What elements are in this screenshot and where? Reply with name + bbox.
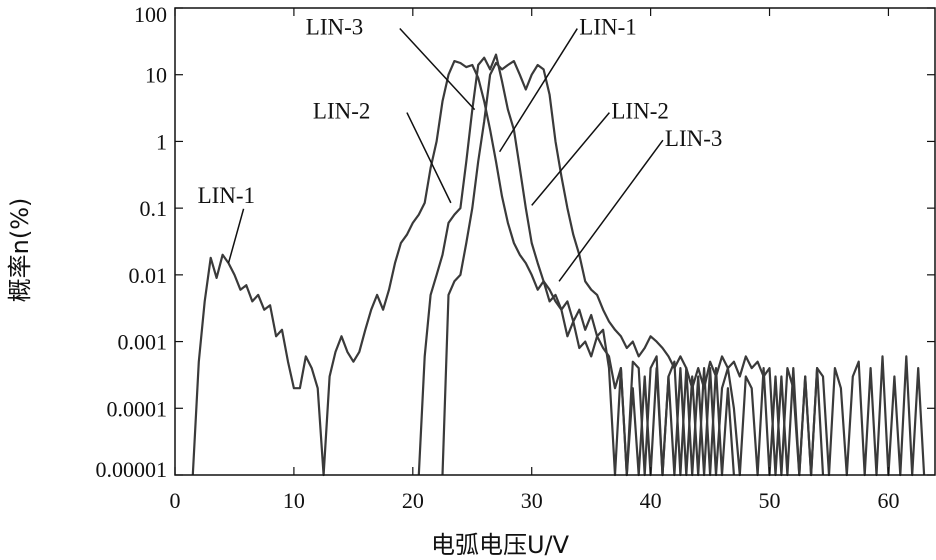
y-tick-label: 0.001 (118, 330, 168, 355)
series-line-lin-3 (441, 59, 926, 477)
y-axis-title: 概率n(%) (6, 198, 34, 303)
annotation-label-lin-2: LIN-2 (611, 99, 668, 124)
y-tick-label: 0.0001 (107, 396, 168, 421)
annotation-label-lin-2: LIN-2 (313, 99, 370, 124)
series-line-lin-1 (191, 59, 735, 477)
series-line-lin-2 (417, 53, 825, 477)
annotation-leader-line (227, 208, 245, 264)
plot-frame (174, 7, 936, 476)
x-tick-label: 0 (170, 488, 181, 513)
y-tick-label: 0.00001 (96, 457, 168, 482)
annotation-label-lin-3: LIN-3 (306, 15, 363, 40)
y-tick-label: 1 (156, 129, 167, 154)
annotation-leader-line (406, 112, 452, 204)
x-tick-label: 50 (759, 488, 781, 513)
x-tick-label: 20 (402, 488, 424, 513)
x-tick-label: 60 (877, 488, 899, 513)
annotation-leader-line (558, 139, 664, 282)
annotation-label-lin-1: LIN-1 (198, 183, 255, 208)
annotation-label-lin-3: LIN-3 (665, 126, 722, 151)
series-layer (191, 53, 926, 477)
x-tick-label: 30 (521, 488, 543, 513)
x-tick-label: 40 (640, 488, 662, 513)
annotation-leader-line (399, 28, 476, 111)
y-tick-label: 100 (134, 2, 167, 27)
x-axis-title: 电弧电压U/V (431, 531, 570, 559)
axis-layer: 0 10 20 30 40 50 60 100 10 1 0.1 0.01 0.001 0.0001 0.0… (96, 2, 936, 513)
annotation-leader-line (531, 112, 610, 206)
y-tick-label: 0.01 (129, 263, 168, 288)
y-tick-label: 10 (145, 63, 167, 88)
annotation-leader-line (498, 28, 578, 153)
y-tick-label: 0.1 (140, 196, 168, 221)
annotation-label-lin-1: LIN-1 (579, 15, 636, 40)
x-tick-label: 10 (283, 488, 305, 513)
